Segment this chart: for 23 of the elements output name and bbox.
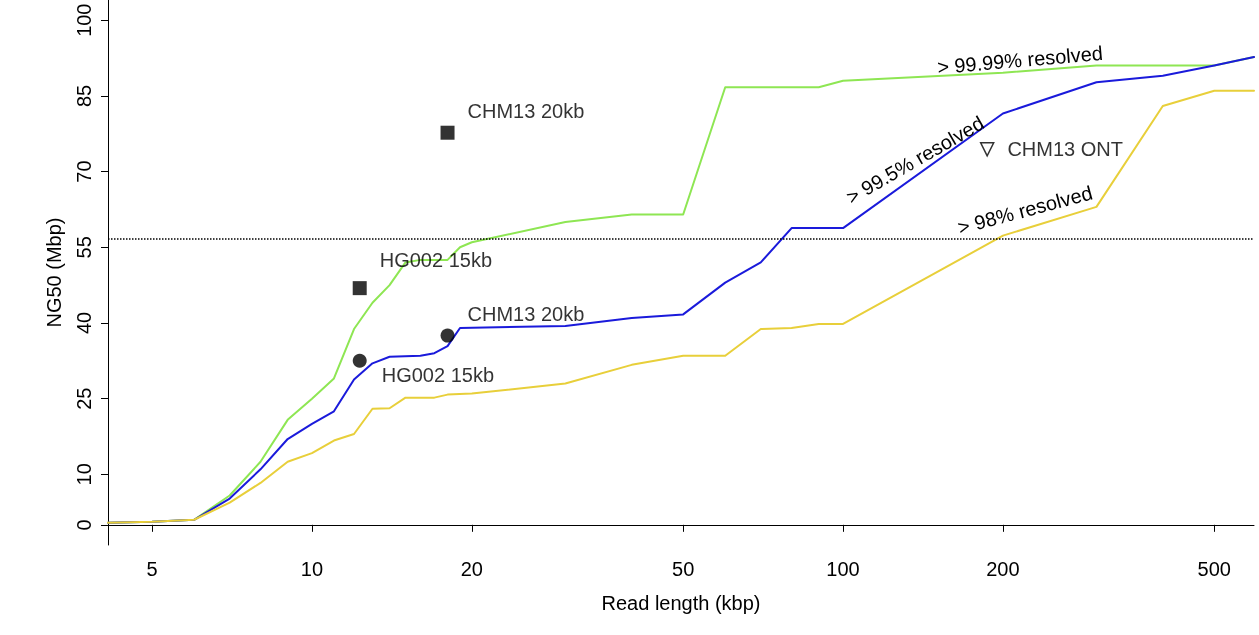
series-label: CHM13 20kb bbox=[467, 302, 585, 325]
x-tick-label: 500 bbox=[1197, 558, 1231, 580]
x-tick-label: 20 bbox=[460, 558, 483, 580]
y-tick-label: 55 bbox=[73, 236, 95, 259]
x-axis-title: Read length (kbp) bbox=[601, 592, 761, 614]
x-tick-label: 200 bbox=[986, 558, 1020, 580]
y-tick-label: 70 bbox=[73, 160, 95, 183]
annotation: > 98% resolved bbox=[955, 181, 1095, 239]
y-tick-label: 10 bbox=[73, 463, 95, 486]
y-tick-label: 85 bbox=[73, 84, 95, 107]
y-tick-label: 25 bbox=[73, 387, 95, 410]
x-tick-label: 50 bbox=[672, 558, 695, 580]
series-label: HG002 15kb bbox=[381, 363, 495, 386]
y-tick-label: 100 bbox=[73, 3, 95, 37]
x-tick-label: 5 bbox=[146, 558, 158, 580]
y-tick-label: 0 bbox=[73, 519, 95, 531]
annotation: > 99.99% resolved bbox=[936, 41, 1104, 79]
x-tick-label: 100 bbox=[826, 558, 860, 580]
series-label: CHM13 20kb bbox=[467, 99, 585, 122]
y-tick-label: 40 bbox=[73, 311, 95, 335]
x-tick-label: 10 bbox=[300, 558, 324, 580]
series-label: CHM13 ONT bbox=[1007, 138, 1123, 161]
y-axis-title: NG50 (Mbp) bbox=[43, 217, 65, 328]
